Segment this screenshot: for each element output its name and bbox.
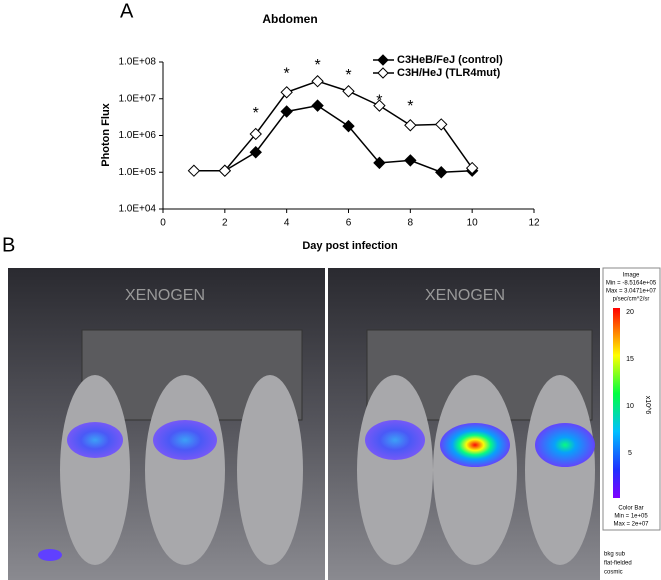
legend-label: C3HeB/FeJ (control) xyxy=(397,54,503,66)
annotation: * xyxy=(407,98,413,115)
marker xyxy=(311,99,324,112)
marker xyxy=(280,86,293,99)
marker xyxy=(342,85,355,98)
y-tick-label: 1.0E+05 xyxy=(118,167,156,178)
marker xyxy=(465,161,479,175)
y-tick-label: 1.0E+08 xyxy=(118,57,156,68)
y-tick-label: 1.0E+04 xyxy=(118,204,156,215)
annotation: * xyxy=(253,105,259,122)
marker xyxy=(311,75,324,88)
legend-marker xyxy=(377,54,389,66)
colorbar-header: Max = 3.0471e+07 xyxy=(606,289,657,295)
annotation: * xyxy=(314,57,320,74)
y-tick-label: 1.0E+06 xyxy=(118,130,156,141)
marker xyxy=(373,99,386,112)
x-tick-label: 10 xyxy=(467,218,479,229)
marker xyxy=(249,146,262,159)
series-line xyxy=(224,104,473,174)
legend-label: C3H/HeJ (TLR4mut) xyxy=(397,67,501,79)
marker xyxy=(218,164,232,177)
y-tick-label: 1.0E+07 xyxy=(118,93,156,104)
marker xyxy=(249,127,262,141)
colorbar-footer: Max = 2e+07 xyxy=(613,522,649,528)
chart-title: Abdomen xyxy=(262,12,317,26)
series-line xyxy=(193,80,473,172)
colorbar-tick-label: 5 xyxy=(628,450,632,457)
x-tick-label: 4 xyxy=(284,218,290,229)
image-note: bkg sub xyxy=(604,552,626,558)
x-tick-label: 8 xyxy=(408,218,414,229)
image-note: cosmic xyxy=(604,570,623,576)
marker xyxy=(373,156,386,170)
x-tick-label: 6 xyxy=(346,218,352,229)
colorbar-tick-label: 20 xyxy=(626,309,634,316)
panel-label: A xyxy=(120,0,134,22)
legend-marker xyxy=(377,67,389,79)
x-tick-label: 0 xyxy=(160,218,166,229)
x-tick-label: 12 xyxy=(528,218,540,229)
marker xyxy=(435,118,448,131)
colorbar xyxy=(613,308,620,498)
marker xyxy=(187,164,201,177)
colorbar-header: Image xyxy=(623,273,640,279)
annotation: * xyxy=(345,67,351,84)
colorbar-box xyxy=(602,267,661,531)
colorbar-unit: x10^6 xyxy=(644,396,651,415)
marker xyxy=(280,105,293,118)
colorbar-footer: Color Bar xyxy=(618,506,643,512)
watermark: XENOGEN xyxy=(425,287,505,304)
marker xyxy=(404,119,417,132)
x-axis-label: Day post infection xyxy=(302,240,398,252)
mice xyxy=(60,375,595,565)
watermark: XENOGEN xyxy=(125,287,205,304)
annotation: * xyxy=(376,92,382,109)
colorbar-tick-label: 15 xyxy=(626,356,634,363)
colorbar-header: p/sec/cm^2/sr xyxy=(613,297,650,303)
colorbar-footer: Min = 1e+05 xyxy=(614,514,648,520)
colorbar-tick-label: 10 xyxy=(626,403,634,410)
annotation: * xyxy=(284,65,290,82)
marker xyxy=(435,166,448,179)
panel-label: B xyxy=(2,234,15,256)
marker xyxy=(404,154,417,167)
colorbar-header: Min = -8.5164e+05 xyxy=(606,281,657,287)
image-note: flat-fielded xyxy=(604,561,632,567)
marker xyxy=(342,119,355,133)
y-axis-label: Photon Flux xyxy=(100,102,112,166)
bioluminescence-image: XENOGEN XENOGEN xyxy=(8,268,600,580)
x-tick-label: 2 xyxy=(222,218,228,229)
